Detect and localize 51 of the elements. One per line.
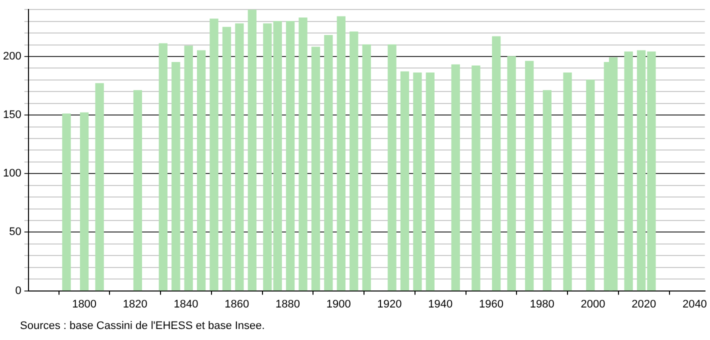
x-tick-label: 1920 [377,298,402,310]
bar [298,17,308,291]
bar [451,64,460,291]
bar [542,90,552,291]
bar [413,72,422,291]
x-tick-label: 1940 [428,298,453,310]
bar [95,83,104,291]
x-tick-label: 2000 [580,298,606,310]
x-tick-label: 1820 [122,298,148,310]
bar [324,35,333,291]
bar [248,10,256,291]
y-tick-label: 200 [2,50,22,62]
y-tick-label: 100 [2,168,22,180]
x-tick-label: 1900 [326,298,351,310]
bar [624,51,633,291]
bar [184,46,193,291]
bar [172,62,180,291]
bar [563,72,572,291]
bar [133,90,142,291]
x-tick-label: 1960 [478,298,504,310]
y-tick-label: 50 [9,226,22,238]
y-tick-label: 0 [15,284,22,297]
bar [196,50,206,291]
x-tick-label: 1840 [174,298,198,310]
x-tick-label: 1880 [276,298,300,310]
bar [210,18,218,291]
bar [286,20,295,291]
bar [62,114,71,291]
bar [362,44,371,291]
bar [311,46,320,291]
bar [400,71,410,291]
bar [388,44,396,291]
bar [507,56,516,291]
x-tick-label: 2020 [632,298,656,310]
x-tick-label: 1800 [72,298,97,310]
bar [336,16,346,291]
x-tick-label: 2040 [682,298,707,310]
x-tick-label: 1860 [224,298,250,310]
bar [350,32,358,291]
bar [222,26,232,291]
bar [472,66,480,291]
bar [235,23,244,291]
bar [80,112,89,291]
bar [586,80,595,291]
bar [492,36,501,291]
bar [525,60,534,291]
bar [426,72,435,291]
bar [158,43,168,291]
y-tick-label: 150 [2,109,22,122]
source-note: Sources : base Cassini de l'EHESS et base Insee. [20,320,265,332]
x-tick-label: 1980 [530,298,554,310]
